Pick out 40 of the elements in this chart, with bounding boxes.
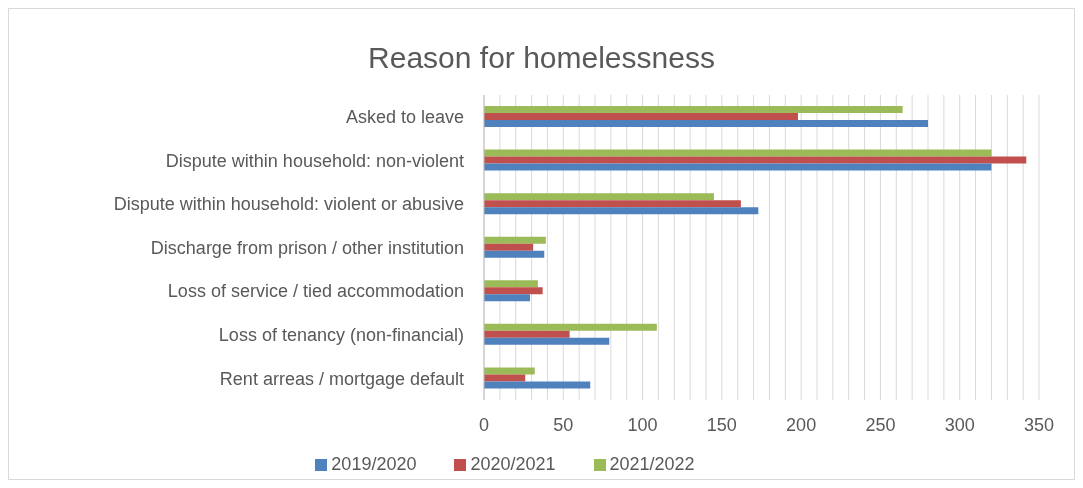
bar	[484, 113, 798, 120]
legend-label: 2021/2022	[609, 454, 695, 474]
y-tick-label: Rent arreas / mortgage default	[219, 368, 464, 389]
bar	[484, 236, 546, 244]
bar	[484, 106, 903, 113]
y-tick-label: Asked to leave	[345, 107, 464, 128]
x-tick-label: 150	[706, 414, 737, 435]
bar	[484, 323, 657, 331]
bar	[484, 149, 992, 157]
bar	[484, 120, 928, 127]
bar	[484, 287, 543, 295]
bar	[484, 193, 714, 201]
x-tick-label: 250	[865, 414, 896, 435]
y-tick-label: Loss of tenancy (non-financial)	[218, 325, 464, 346]
bar	[484, 156, 1027, 164]
y-tick-label: Discharge from prison / other institution	[150, 237, 464, 258]
y-tick-label: Dispute within household: violent or abusive	[113, 194, 464, 215]
x-tick-label: 50	[553, 414, 574, 435]
x-tick-label: 200	[786, 414, 817, 435]
x-tick-label: 300	[944, 414, 975, 435]
y-tick-label: Loss of service / tied accommodation	[167, 281, 464, 302]
legend-label: 2020/2021	[470, 454, 556, 474]
y-tick-label: Dispute within household: non-violent	[165, 150, 464, 171]
chart-title: Reason for homelessness	[367, 41, 716, 75]
bar	[484, 163, 992, 171]
bar	[484, 243, 534, 251]
x-tick-label: 0	[478, 414, 490, 435]
bar	[484, 207, 759, 215]
bar	[484, 330, 570, 338]
bar	[484, 280, 538, 288]
bar	[484, 367, 535, 375]
bar	[484, 381, 591, 389]
x-tick-label: 100	[627, 414, 658, 435]
bar	[484, 294, 530, 302]
bar	[484, 337, 610, 345]
legend-label: 2019/2020	[331, 454, 417, 474]
x-tick-label: 350	[1023, 414, 1055, 435]
bar	[484, 250, 545, 258]
bar	[484, 200, 741, 208]
bar	[484, 374, 526, 382]
